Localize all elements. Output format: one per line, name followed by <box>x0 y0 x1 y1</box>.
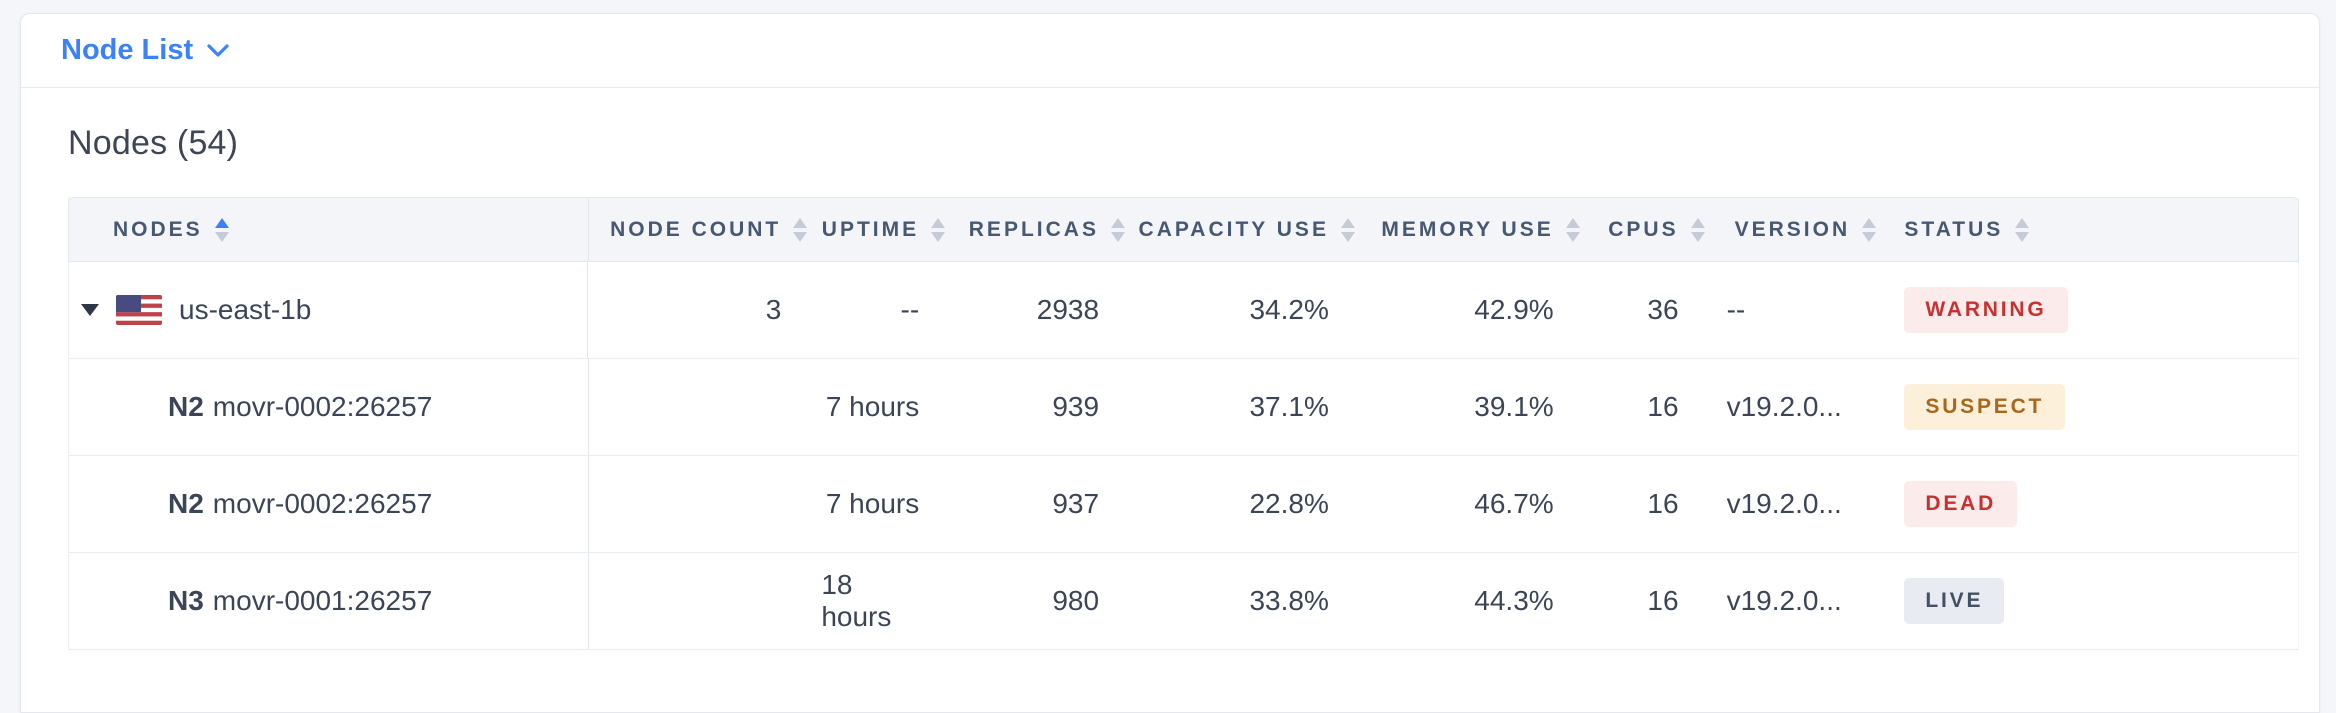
capacity-use-value: 34.2% <box>1249 294 1329 325</box>
version-value: v19.2.0... <box>1726 391 1842 422</box>
uptime-value: 7 hours <box>825 391 920 422</box>
node-list-card: Node List Nodes (54) NODES NODE COUNT <box>20 13 2320 713</box>
replicas-value: 980 <box>1052 585 1100 616</box>
column-header-uptime[interactable]: UPTIME <box>821 198 959 261</box>
uptime-value: 18 hours <box>821 569 892 632</box>
page-title: Nodes (54) <box>68 124 239 162</box>
node-count-value <box>589 456 822 552</box>
version-value: -- <box>1726 294 1746 325</box>
collapse-caret-icon[interactable] <box>81 304 99 316</box>
sort-icon[interactable] <box>791 216 809 244</box>
sort-icon[interactable] <box>1689 216 1707 244</box>
status-badge: LIVE <box>1904 578 2005 624</box>
cpus-value: 36 <box>1647 294 1679 325</box>
card-header: Node List <box>21 14 2319 88</box>
sort-icon[interactable] <box>2013 216 2031 244</box>
memory-use-value: 39.1% <box>1474 391 1554 422</box>
column-header-capacity-use[interactable]: CAPACITY USE <box>1139 198 1369 261</box>
version-value: v19.2.0... <box>1726 585 1842 616</box>
node-id[interactable]: N2 <box>168 391 204 422</box>
sort-icon[interactable] <box>1564 216 1582 244</box>
node-count-value <box>589 359 822 455</box>
table-row-region[interactable]: us-east-1b 3 -- 2938 34.2% 42.9% 36 -- W… <box>69 262 2298 359</box>
table-header-row: NODES NODE COUNT UPTIME REPLICAS <box>68 197 2299 262</box>
memory-use-value: 46.7% <box>1474 488 1554 519</box>
replicas-value: 937 <box>1052 488 1100 519</box>
table-row-node[interactable]: N2 movr-0002:26257 7 hours 937 22.8% 46.… <box>69 456 2298 553</box>
sort-icon-active-asc[interactable] <box>213 216 231 244</box>
view-switcher-dropdown[interactable]: Node List <box>61 34 229 67</box>
uptime-value: 7 hours <box>825 488 920 519</box>
sort-icon[interactable] <box>929 216 947 244</box>
node-address: movr-0001:26257 <box>212 585 433 616</box>
sort-icon[interactable] <box>1339 216 1357 244</box>
node-id[interactable]: N2 <box>168 488 204 519</box>
cpus-value: 16 <box>1647 391 1679 422</box>
view-switcher-label[interactable]: Node List <box>61 34 194 66</box>
version-value: v19.2.0... <box>1726 488 1842 519</box>
node-count-value <box>589 553 822 649</box>
region-name: us-east-1b <box>179 294 312 325</box>
capacity-use-value: 37.1% <box>1249 391 1329 422</box>
memory-use-value: 44.3% <box>1474 585 1554 616</box>
replicas-value: 2938 <box>1036 294 1100 325</box>
column-header-nodes[interactable]: NODES <box>69 198 589 261</box>
uptime-value: -- <box>900 294 920 325</box>
capacity-use-value: 22.8% <box>1249 488 1329 519</box>
sort-icon[interactable] <box>1109 216 1127 244</box>
column-header-status[interactable]: STATUS <box>1896 198 2298 261</box>
us-flag-icon <box>116 295 162 325</box>
replicas-value: 939 <box>1052 391 1100 422</box>
table-row-node[interactable]: N2 movr-0002:26257 7 hours 939 37.1% 39.… <box>69 359 2298 456</box>
column-header-cpus[interactable]: CPUS <box>1594 198 1719 261</box>
node-count-value: 3 <box>765 294 782 325</box>
card-content: Nodes (54) NODES NODE COUNT UPTIME <box>21 124 2319 650</box>
table-row-node[interactable]: N3 movr-0001:26257 18 hours 980 33.8% 44… <box>69 553 2298 650</box>
column-header-version[interactable]: VERSION <box>1719 198 1897 261</box>
status-badge: WARNING <box>1904 287 2068 333</box>
nodes-table: NODES NODE COUNT UPTIME REPLICAS <box>68 197 2299 650</box>
cpus-value: 16 <box>1647 488 1679 519</box>
column-header-memory-use[interactable]: MEMORY USE <box>1369 198 1594 261</box>
node-id[interactable]: N3 <box>168 585 204 616</box>
column-header-node-count[interactable]: NODE COUNT <box>589 198 822 261</box>
column-header-replicas[interactable]: REPLICAS <box>959 198 1139 261</box>
status-badge: DEAD <box>1904 481 2018 527</box>
node-address: movr-0002:26257 <box>212 488 433 519</box>
node-address: movr-0002:26257 <box>212 391 433 422</box>
capacity-use-value: 33.8% <box>1249 585 1329 616</box>
memory-use-value: 42.9% <box>1474 294 1554 325</box>
sort-icon[interactable] <box>1860 216 1878 244</box>
cpus-value: 16 <box>1647 585 1679 616</box>
status-badge: SUSPECT <box>1904 384 2066 430</box>
chevron-down-icon[interactable] <box>207 43 229 58</box>
